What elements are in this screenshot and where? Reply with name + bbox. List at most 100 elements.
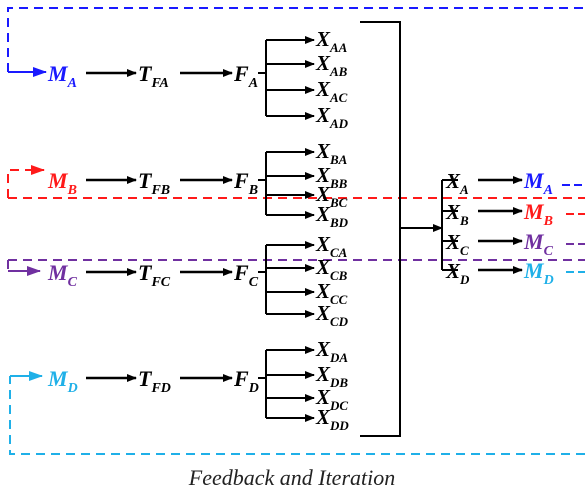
- output-x-node-c: XC: [445, 230, 469, 258]
- t-node-d: TFD: [138, 366, 171, 396]
- output-m-node-a: MA: [523, 168, 553, 198]
- f-node-d-subscript: D: [248, 381, 259, 396]
- x-node-b3-symbol: X: [315, 182, 331, 206]
- output-m-node-d-symbol: M: [523, 258, 545, 283]
- x-node-c2-subscript: CB: [330, 268, 348, 283]
- t-node-c-symbol: T: [138, 260, 153, 285]
- t-node-b-symbol: T: [138, 168, 153, 193]
- output-m-node-b-symbol: M: [523, 199, 545, 224]
- x-node-a2: XAB: [315, 51, 348, 79]
- x-node-b3-subscript: BC: [329, 195, 348, 210]
- x-node-d1: XDA: [315, 337, 348, 365]
- x-node-a3-symbol: X: [315, 77, 331, 101]
- x-node-d3-symbol: X: [315, 385, 331, 409]
- feedback-loop-b-left: [7, 169, 40, 198]
- x-node-b2-subscript: BB: [329, 176, 348, 191]
- x-node-d4: XDD: [315, 405, 349, 433]
- x-node-c4-subscript: CD: [330, 314, 349, 329]
- x-node-a2-subscript: AB: [329, 64, 348, 79]
- t-node-a-subscript: FA: [150, 76, 168, 91]
- x-node-d3: XDC: [315, 385, 348, 413]
- t-node-d-symbol: T: [138, 366, 153, 391]
- f-node-d: FD: [233, 366, 259, 396]
- output-x-node-b-symbol: X: [445, 200, 461, 224]
- output-m-node-b-subscript: B: [543, 214, 553, 229]
- m-node-a: MA: [47, 61, 77, 91]
- output-x-node-a: XA: [445, 169, 469, 197]
- x-node-c3-symbol: X: [315, 279, 331, 303]
- t-node-b-subscript: FB: [150, 183, 170, 198]
- x-node-d4-subscript: DD: [329, 418, 349, 433]
- feedback-loop-a: [7, 7, 585, 72]
- output-x-node-b: XB: [445, 200, 469, 228]
- m-node-c: MC: [47, 260, 78, 290]
- x-node-c1-symbol: X: [315, 232, 331, 256]
- x-node-d2-symbol: X: [315, 362, 331, 386]
- x-node-a3-subscript: AC: [329, 90, 348, 105]
- t-node-b: TFB: [138, 168, 170, 198]
- f-node-c-subscript: C: [249, 275, 259, 290]
- t-node-a: TFA: [138, 61, 169, 91]
- output-x-node-a-symbol: X: [445, 169, 461, 193]
- x-node-b1: XBA: [315, 139, 348, 167]
- x-node-b1-symbol: X: [315, 139, 331, 163]
- x-node-a4-symbol: X: [315, 103, 331, 127]
- m-node-a-symbol: M: [47, 61, 69, 86]
- output-x-node-c-subscript: C: [460, 243, 469, 258]
- t-node-a-symbol: T: [138, 61, 153, 86]
- x-node-c4-symbol: X: [315, 301, 331, 325]
- collector-bracket: [360, 21, 401, 437]
- x-node-a2-symbol: X: [315, 51, 331, 75]
- x-node-b3: XBC: [315, 182, 348, 210]
- m-node-a-subscript: A: [67, 76, 77, 91]
- f-node-a-symbol: F: [233, 61, 249, 86]
- x-node-c3: XCC: [315, 279, 348, 307]
- m-node-c-symbol: M: [47, 260, 69, 285]
- diagram-caption: Feedback and Iteration: [188, 465, 396, 490]
- t-node-d-subscript: FD: [150, 381, 170, 396]
- m-node-b-symbol: M: [47, 168, 69, 193]
- f-node-b-subscript: B: [248, 183, 258, 198]
- x-node-d4-symbol: X: [315, 405, 331, 429]
- m-node-c-subscript: C: [68, 275, 78, 290]
- x-node-c2-symbol: X: [315, 255, 331, 279]
- x-node-d2: XDB: [315, 362, 348, 390]
- x-node-a1: XAA: [315, 27, 348, 55]
- output-m-node-c-subscript: C: [544, 244, 554, 259]
- output-x-node-d: XD: [445, 259, 470, 287]
- x-node-a1-symbol: X: [315, 27, 331, 51]
- x-node-b1-subscript: BA: [329, 152, 348, 167]
- output-x-node-a-subscript: A: [459, 182, 469, 197]
- f-node-a-subscript: A: [248, 76, 258, 91]
- f-node-c-symbol: F: [233, 260, 249, 285]
- output-m-node-b: MB: [523, 199, 553, 229]
- feedback-loop-d: [9, 376, 585, 455]
- m-node-d-symbol: M: [47, 366, 69, 391]
- x-node-c3-subscript: CC: [330, 292, 348, 307]
- output-x-node-b-subscript: B: [459, 213, 469, 228]
- t-node-c-subscript: FC: [150, 275, 170, 290]
- f-node-b-symbol: F: [233, 168, 249, 193]
- x-node-d3-subscript: DC: [329, 398, 348, 413]
- x-node-b2: XBB: [315, 163, 348, 191]
- x-node-a4: XAD: [315, 103, 349, 131]
- m-node-d: MD: [47, 366, 78, 396]
- x-node-b4-symbol: X: [315, 202, 331, 226]
- output-m-node-d-subscript: D: [543, 273, 554, 288]
- output-x-node-d-symbol: X: [445, 259, 461, 283]
- output-m-node-a-symbol: M: [523, 168, 545, 193]
- m-node-d-subscript: D: [67, 381, 78, 396]
- t-node-c: TFC: [138, 260, 171, 290]
- x-node-d1-subscript: DA: [329, 350, 348, 365]
- x-node-c1-subscript: CA: [330, 245, 348, 260]
- x-node-c4: XCD: [315, 301, 349, 329]
- output-x-node-d-subscript: D: [459, 272, 470, 287]
- f-node-c: FC: [233, 260, 259, 290]
- f-node-b: FB: [233, 168, 258, 198]
- x-node-a1-subscript: AA: [329, 40, 348, 55]
- f-node-a: FA: [233, 61, 258, 91]
- output-m-node-d: MD: [523, 258, 554, 288]
- output-m-node-a-subscript: A: [543, 183, 553, 198]
